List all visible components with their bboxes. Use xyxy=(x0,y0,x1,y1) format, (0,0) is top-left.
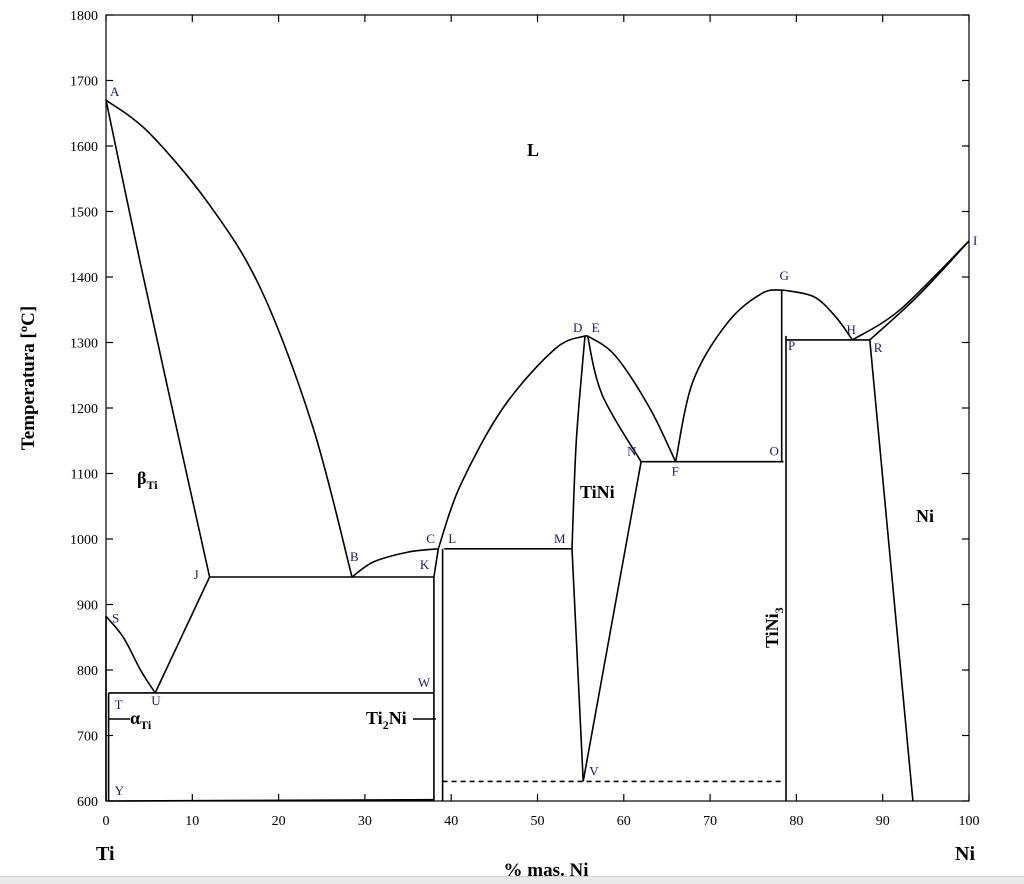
point-label-B: B xyxy=(350,549,359,564)
phase-label-liquid: L xyxy=(527,140,539,160)
liquidus-B-C xyxy=(351,548,439,578)
x-tick-label: 80 xyxy=(789,814,803,829)
phase-label-tini: TiNi xyxy=(580,482,615,502)
point-label-R: R xyxy=(874,340,883,355)
phase-label-tini3: TiNi3 xyxy=(762,607,786,648)
solidus-A-J xyxy=(105,99,211,578)
point-label-G: G xyxy=(780,268,789,283)
point-label-I: I xyxy=(973,233,977,248)
point-label-H: H xyxy=(847,322,856,337)
x-tick-label: 100 xyxy=(959,814,980,829)
point-label-A: A xyxy=(110,84,120,99)
liquidus-G-H xyxy=(783,289,854,341)
tini-solidus-E-N xyxy=(586,335,642,463)
liquidus-F-G xyxy=(674,289,784,462)
point-label-S: S xyxy=(112,610,119,625)
y-tick-label: 1700 xyxy=(70,75,98,90)
x-tick-label: 10 xyxy=(185,814,199,829)
phase-label-alpha-ti: αTi xyxy=(130,708,152,732)
tini-solvus-N-V xyxy=(582,461,642,782)
x-tick-label: 60 xyxy=(617,814,631,829)
y-tick-label: 1800 xyxy=(70,9,98,24)
y-tick-label: 1400 xyxy=(70,271,98,286)
x-tick-label: 70 xyxy=(703,814,717,829)
point-label-C: C xyxy=(426,531,435,546)
point-label-F: F xyxy=(672,464,679,479)
solvus-U-J xyxy=(154,576,211,694)
liquidus-L-D xyxy=(437,335,586,550)
y-axis-ticks: 600 700 800 900 1000 1100 1200 1300 1400 1500 1600… xyxy=(70,9,969,810)
ni-solvus xyxy=(869,339,914,802)
y-tick-label: 900 xyxy=(77,599,98,614)
line-Y-bottom xyxy=(108,798,434,802)
liquidus-A-B xyxy=(105,99,353,578)
phase-label-ni: Ni xyxy=(916,506,934,526)
point-label-M: M xyxy=(554,531,566,546)
y-tick-label: 1600 xyxy=(70,140,98,155)
bottom-scroll-strip xyxy=(0,876,1024,884)
phase-boundaries xyxy=(105,99,970,802)
phase-label-ti2ni: Ti2Ni xyxy=(366,708,407,732)
y-tick-label: 1000 xyxy=(70,533,98,548)
point-label-V: V xyxy=(589,763,599,778)
solvus-S-U xyxy=(105,615,156,694)
ti-end-label: Ti xyxy=(96,843,115,865)
y-tick-label: 1300 xyxy=(70,337,98,352)
point-label-N: N xyxy=(627,444,637,459)
y-tick-label: 700 xyxy=(77,730,98,745)
y-tick-label: 600 xyxy=(77,795,98,810)
x-tick-label: 20 xyxy=(272,814,286,829)
x-tick-label: 30 xyxy=(358,814,372,829)
point-label-W: W xyxy=(418,675,431,690)
y-tick-label: 800 xyxy=(77,664,98,679)
point-label-Y: Y xyxy=(115,783,125,798)
y-tick-label: 1100 xyxy=(71,468,98,483)
liquidus-E-F xyxy=(587,335,677,463)
point-label-K: K xyxy=(420,557,430,572)
boundary-C-K xyxy=(433,548,440,578)
point-label-D: D xyxy=(573,320,582,335)
y-tick-label: 1200 xyxy=(70,402,98,417)
solidus-R-I xyxy=(869,240,970,341)
point-label-O: O xyxy=(770,444,779,459)
point-label-U: U xyxy=(151,693,161,708)
x-tick-label: 0 xyxy=(103,814,110,829)
point-label-L: L xyxy=(448,531,456,546)
tini-solvus-M-V xyxy=(571,548,584,782)
tini-solidus-D-M xyxy=(571,335,586,549)
x-axis-ticks: 0 10 20 30 40 50 60 70 80 90 100 xyxy=(103,15,980,829)
point-label-T: T xyxy=(115,697,123,712)
liquidus-H-I xyxy=(852,240,970,341)
y-axis-title: Temperatura [ºC] xyxy=(18,306,39,450)
y-tick-label: 1500 xyxy=(70,206,98,221)
point-label-J: J xyxy=(194,567,199,582)
plot-frame xyxy=(105,14,970,802)
x-tick-label: 90 xyxy=(876,814,890,829)
x-axis-title: % mas. Ni xyxy=(504,860,589,881)
ni-end-label: Ni xyxy=(955,843,975,865)
x-tick-label: 50 xyxy=(531,814,545,829)
point-label-P: P xyxy=(788,338,795,353)
x-tick-label: 40 xyxy=(444,814,458,829)
phase-label-beta-ti: βTi xyxy=(137,468,158,492)
point-label-E: E xyxy=(592,320,600,335)
